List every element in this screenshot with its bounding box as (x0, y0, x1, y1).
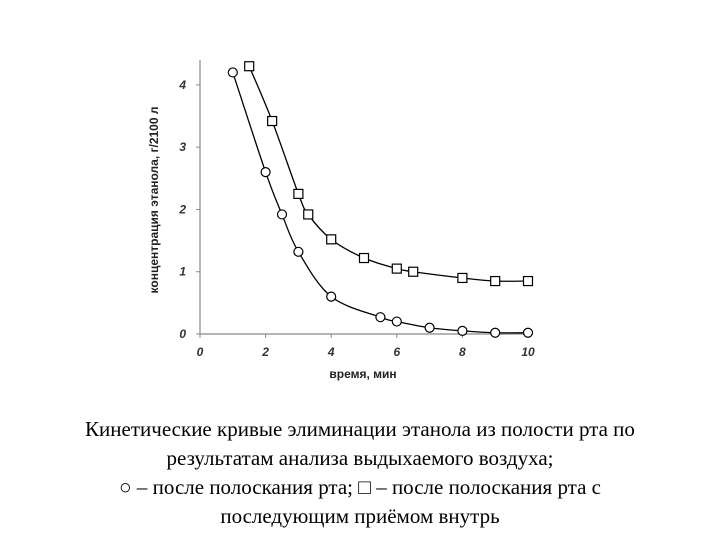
square-marker (391, 263, 402, 274)
circle-marker (490, 327, 501, 338)
series-square-line (248, 65, 529, 282)
x-axis-label: время, мин (329, 367, 396, 381)
y-axis-label: концентрация этанола, г/2100 л (147, 107, 161, 294)
x-tick-label: 6 (393, 345, 400, 359)
chart-axes (199, 60, 528, 335)
square-marker (457, 272, 468, 284)
square-marker (303, 209, 314, 220)
circle-marker (375, 312, 386, 323)
circle-marker (326, 291, 337, 302)
chart-curves (232, 65, 529, 334)
caption-line: результатам анализа выдыхаемого воздуха; (166, 446, 554, 470)
chart-ticks: 0 2 4 6 8 10 0 1 2 3 4 (178, 78, 535, 359)
circle-marker (457, 325, 468, 336)
figure-caption: Кинетические кривые элиминации этанола и… (20, 415, 700, 531)
square-marker (408, 266, 419, 277)
series-circle-line (232, 72, 529, 334)
square-marker (358, 252, 370, 264)
square-marker (522, 275, 534, 287)
circle-marker (424, 322, 435, 333)
circle-marker (391, 316, 402, 327)
square-marker (326, 234, 337, 245)
caption-line: ○ – после полоскания рта; □ – после поло… (119, 475, 601, 499)
circle-marker (522, 327, 534, 338)
circle-marker (227, 67, 238, 78)
chart: 0 2 4 6 8 10 0 1 2 3 4 время, мин концентрация эта… (147, 60, 535, 381)
circle-marker (276, 209, 288, 220)
x-tick-label: 4 (327, 345, 335, 359)
y-tick-label: 0 (179, 327, 186, 341)
x-tick-label: 8 (459, 345, 466, 359)
x-tick-label: 10 (521, 345, 535, 359)
circle-marker (260, 166, 271, 178)
caption-line: Кинетические кривые элиминации этанола и… (85, 417, 635, 441)
y-tick-label: 1 (179, 265, 186, 279)
y-tick-label: 3 (179, 140, 186, 154)
square-marker (267, 115, 278, 127)
chart-markers (227, 61, 534, 338)
y-tick-label: 4 (178, 78, 186, 92)
x-tick-label: 2 (261, 345, 269, 359)
y-tick-label: 2 (178, 202, 186, 216)
square-marker (244, 61, 255, 72)
caption-line: последующим приёмом внутрь (220, 504, 500, 528)
square-marker (490, 275, 501, 287)
circle-marker (293, 246, 304, 257)
x-tick-label: 0 (197, 345, 204, 359)
square-marker (293, 188, 304, 199)
